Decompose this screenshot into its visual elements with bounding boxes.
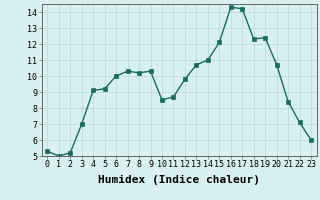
X-axis label: Humidex (Indice chaleur): Humidex (Indice chaleur) — [98, 175, 260, 185]
